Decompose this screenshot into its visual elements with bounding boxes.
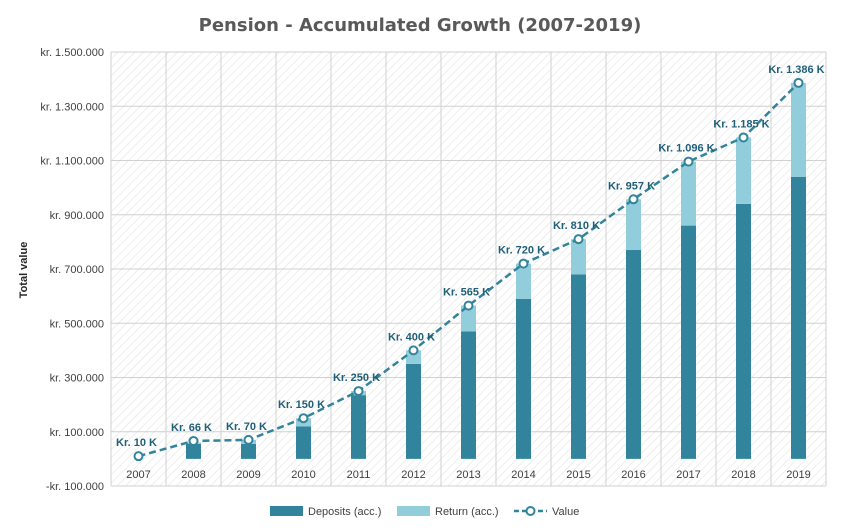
- y-tick-label: kr. 700.000: [50, 264, 104, 276]
- bar-deposits: [791, 176, 806, 459]
- data-label: Kr. 1.096 K: [658, 143, 714, 155]
- legend-label-value: Value: [552, 506, 579, 518]
- x-tick-label: 2009: [236, 469, 260, 481]
- legend-swatch-deposits: [270, 506, 303, 516]
- bar-deposits: [296, 426, 311, 459]
- x-tick-label: 2019: [786, 469, 810, 481]
- legend-marker-value: [525, 506, 536, 516]
- bar-deposits: [571, 274, 586, 459]
- bar-return: [626, 199, 641, 251]
- data-label: Kr. 720 K: [498, 245, 545, 257]
- value-point: [738, 132, 749, 143]
- legend-swatch-return: [397, 506, 430, 516]
- bar-return: [516, 263, 531, 299]
- bar-deposits: [681, 225, 696, 459]
- data-label: Kr. 10 K: [116, 437, 157, 449]
- x-tick-label: 2007: [126, 469, 150, 481]
- x-tick-label: 2016: [621, 469, 645, 481]
- bar-deposits: [406, 363, 421, 459]
- x-tick-label: 2018: [731, 469, 755, 481]
- legend-label-deposits: Deposits (acc.): [308, 506, 381, 518]
- bar-return: [791, 82, 806, 177]
- value-point: [573, 234, 584, 245]
- y-tick-label: kr. 300.000: [50, 373, 104, 385]
- bar-return: [406, 350, 421, 364]
- legend-label-return: Return (acc.): [435, 506, 499, 518]
- bar-deposits: [186, 443, 201, 459]
- data-label: Kr. 70 K: [226, 421, 267, 433]
- value-point: [463, 300, 474, 311]
- data-label: Kr. 1.185 K: [713, 118, 769, 130]
- bar-deposits: [516, 298, 531, 459]
- x-tick-label: 2010: [291, 469, 315, 481]
- bar-return: [681, 161, 696, 226]
- value-point: [353, 386, 364, 397]
- y-tick-label: -kr. 100.000: [46, 481, 104, 493]
- y-tick-label: kr. 100.000: [50, 427, 104, 439]
- data-label: Kr. 810 K: [553, 220, 600, 232]
- value-point: [628, 194, 639, 205]
- bar-return: [736, 137, 751, 204]
- data-label: Kr. 250 K: [333, 372, 380, 384]
- bar-return: [571, 239, 586, 275]
- value-point: [518, 258, 529, 269]
- value-point: [298, 413, 309, 424]
- value-point: [188, 435, 199, 446]
- x-tick-label: 2008: [181, 469, 205, 481]
- x-tick-label: 2011: [347, 469, 371, 481]
- y-tick-label: kr. 1.300.000: [40, 101, 104, 113]
- bar-return: [461, 305, 476, 332]
- bar-deposits: [241, 443, 256, 459]
- value-point: [133, 451, 144, 462]
- bar-deposits: [736, 203, 751, 459]
- plot-area: -kr. 100.000 kr. 100.000 kr. 300.000 kr. 50…: [40, 47, 827, 493]
- data-label: Kr. 565 K: [443, 287, 490, 299]
- y-tick-label: kr. 1.100.000: [40, 156, 104, 168]
- chart-title: Pension - Accumulated Growth (2007-2019): [199, 15, 642, 36]
- x-tick-label: 2014: [511, 469, 535, 481]
- y-axis-label: Total value: [18, 242, 30, 299]
- value-point: [243, 434, 254, 445]
- x-tick-label: 2015: [566, 469, 590, 481]
- y-tick-label: kr. 1.500.000: [40, 47, 104, 59]
- value-point: [408, 345, 419, 356]
- value-point: [683, 156, 694, 167]
- data-label: Kr. 400 K: [388, 331, 435, 343]
- data-label: Kr. 66 K: [171, 422, 212, 434]
- bar-deposits: [351, 395, 366, 459]
- data-label: Kr. 150 K: [278, 399, 325, 411]
- x-tick-label: 2013: [456, 469, 480, 481]
- data-label: Kr. 1.386 K: [768, 64, 824, 76]
- bar-deposits: [461, 331, 476, 459]
- value-point: [793, 77, 804, 88]
- x-tick-label: 2012: [401, 469, 425, 481]
- x-tick-label: 2017: [676, 469, 700, 481]
- bar-deposits: [626, 250, 641, 459]
- y-tick-label: kr. 900.000: [50, 210, 104, 222]
- data-label: Kr. 957 K: [608, 180, 655, 192]
- legend: Deposits (acc.) Return (acc.) Value: [270, 506, 579, 518]
- y-tick-label: kr. 500.000: [50, 318, 104, 330]
